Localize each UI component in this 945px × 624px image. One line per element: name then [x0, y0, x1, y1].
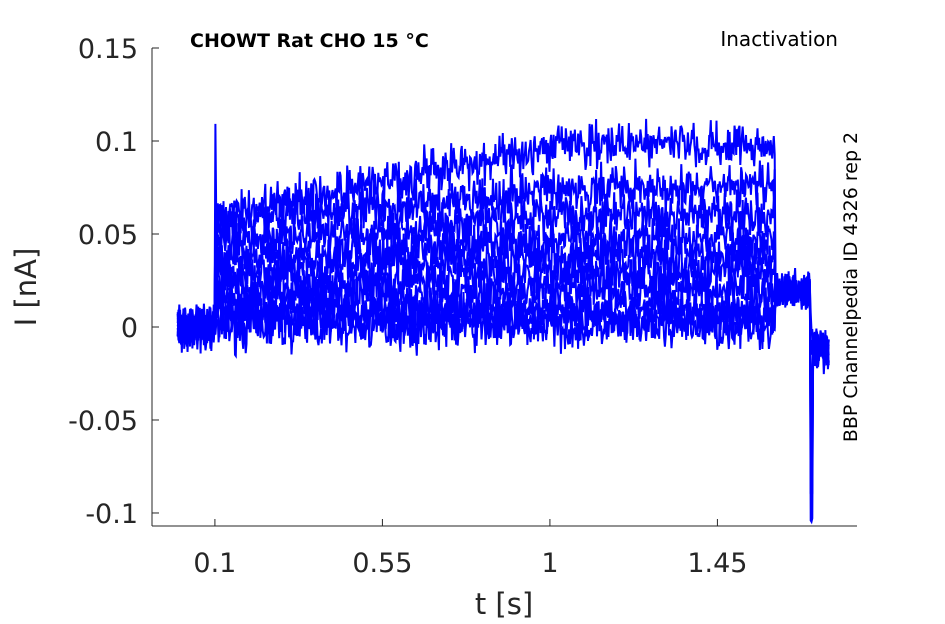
side-label: BBP Channelpedia ID 4326 rep 2	[840, 132, 862, 442]
y-tick-label: 0	[121, 313, 138, 344]
chart-title: CHOWT Rat CHO 15 °C	[190, 30, 429, 52]
trace-line-4	[176, 260, 830, 395]
trace-line-9	[176, 158, 830, 500]
x-ticks: 0.1 0.55 1 1.45	[193, 519, 747, 579]
y-tick-label: 0.05	[78, 220, 138, 251]
trace-line-10	[176, 118, 830, 525]
y-tick-label: 0.1	[95, 127, 138, 158]
y-axis-label: I [nA]	[9, 248, 43, 327]
y-tick-label: 0.15	[78, 34, 138, 65]
annotation-inactivation: Inactivation	[720, 27, 838, 51]
y-tick-label: -0.05	[68, 406, 138, 437]
trace-line-5	[176, 243, 830, 421]
trace-line-8	[176, 186, 830, 474]
x-tick-label: 1.45	[687, 548, 747, 579]
x-tick-label: 0.55	[352, 548, 412, 579]
x-axis-label: t [s]	[475, 587, 533, 621]
y-tick-label: -0.1	[85, 499, 138, 530]
y-ticks: 0.15 0.1 0.05 0 -0.05 -0.1	[68, 34, 159, 530]
x-tick-label: 0.1	[193, 548, 236, 579]
x-tick-label: 1	[541, 548, 558, 579]
traces	[176, 118, 830, 525]
